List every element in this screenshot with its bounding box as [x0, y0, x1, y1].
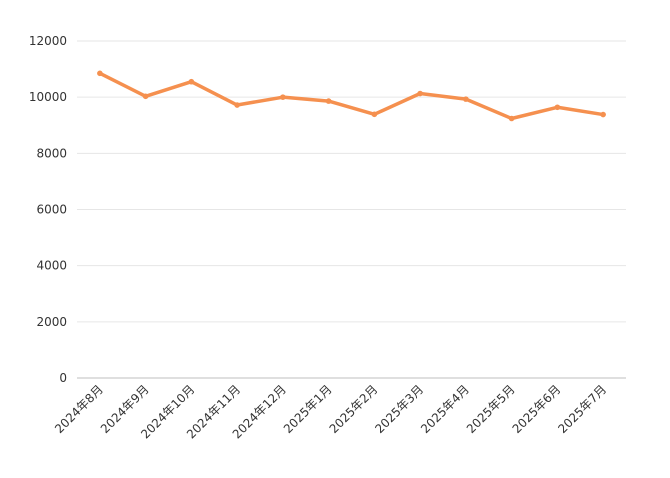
data-point: [371, 111, 378, 118]
x-tick-label: 2025年7月: [555, 382, 609, 436]
x-tick-label: 2024年8月: [52, 382, 106, 436]
data-point: [188, 78, 195, 85]
y-tick-label: 6000: [36, 203, 67, 217]
y-tick-label: 12000: [29, 34, 67, 48]
series-line: [98, 71, 605, 121]
grid-lines: [77, 40, 626, 323]
data-point: [280, 94, 286, 100]
y-tick-label: 10000: [29, 90, 67, 104]
y-tick-label: 8000: [36, 146, 67, 160]
data-point: [325, 98, 332, 104]
data-point: [554, 104, 561, 111]
y-axis-ticks: 0 2000 4000 6000 8000 10000 12000: [29, 34, 67, 385]
x-tick-label: 2025年3月: [372, 382, 426, 436]
x-tick-label: 2025年1月: [281, 382, 335, 436]
series-group: [97, 70, 606, 122]
x-tick-label: 2025年5月: [464, 382, 518, 436]
x-axis-ticks: 2024年8月2024年9月2024年10月2024年11月2024年12月20…: [52, 382, 609, 441]
y-tick-label: 0: [59, 371, 67, 385]
x-tick-label: 2025年4月: [418, 382, 472, 436]
x-tick-label: 2025年6月: [510, 382, 564, 436]
data-point: [508, 115, 515, 122]
data-point: [97, 70, 103, 77]
data-point: [600, 111, 606, 118]
x-tick-label: 2025年2月: [327, 382, 381, 436]
y-tick-label: 2000: [36, 315, 67, 329]
data-point: [142, 93, 149, 100]
y-tick-label: 4000: [36, 259, 67, 273]
data-point: [463, 96, 469, 102]
data-point: [417, 90, 423, 97]
data-point: [234, 102, 240, 108]
